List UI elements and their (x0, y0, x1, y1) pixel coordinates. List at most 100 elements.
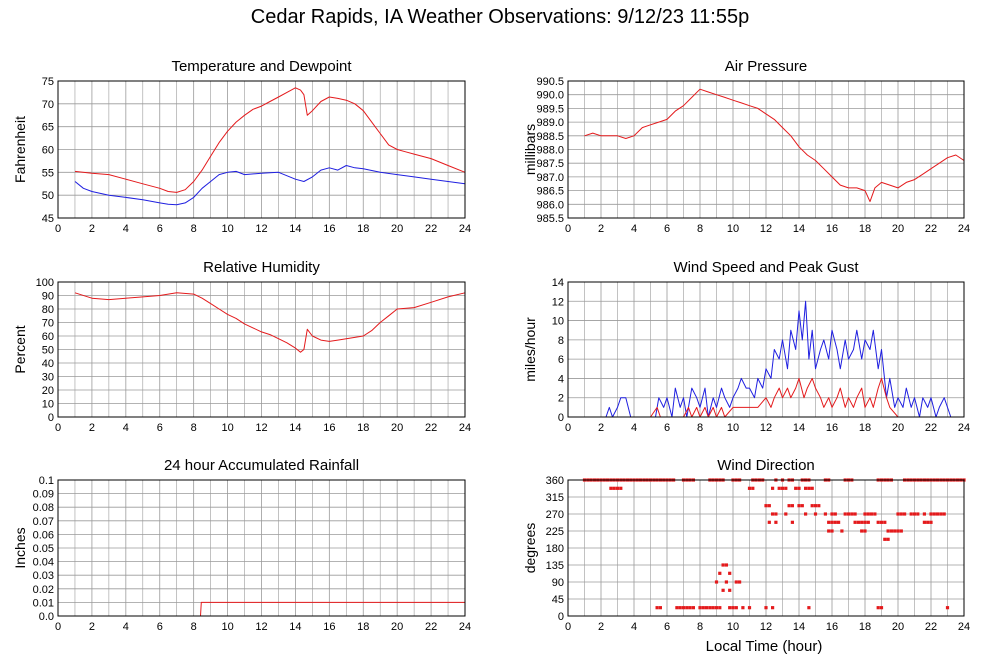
data-point (774, 512, 778, 516)
data-point (804, 512, 808, 516)
data-point (863, 512, 867, 516)
y-axis-label: degrees (522, 523, 538, 574)
data-point (833, 512, 837, 516)
x-tick-label: 2 (598, 621, 604, 633)
y-tick-label: 0.08 (33, 502, 54, 514)
x-tick-label: 20 (892, 223, 904, 235)
data-point (896, 529, 900, 533)
data-point (718, 606, 722, 610)
data-point (705, 606, 709, 610)
x-tick-label: 4 (123, 223, 129, 235)
y-axis-label: Inches (12, 527, 28, 568)
x-tick-label: 0 (55, 422, 61, 434)
x-tick-label: 10 (221, 422, 233, 434)
plot-frame (567, 80, 965, 219)
x-tick-label: 10 (727, 223, 739, 235)
y-tick-label: 70 (42, 99, 54, 111)
data-point (912, 512, 917, 516)
x-tick-label: 22 (425, 223, 437, 235)
x-tick-label: 24 (459, 223, 471, 235)
x-tick-label: 8 (697, 422, 703, 434)
y-tick-label: 0.0 (39, 611, 54, 623)
y-tick-label: 6 (558, 354, 564, 366)
y-tick-label: 989.0 (536, 117, 564, 129)
y-tick-label: 989.5 (536, 103, 564, 115)
y-tick-label: 0.07 (33, 516, 54, 528)
data-point (741, 606, 745, 610)
x-tick-label: 18 (357, 422, 369, 434)
y-tick-label: 45 (42, 213, 54, 225)
y-tick-label: 0 (48, 412, 54, 424)
y-tick-label: 985.5 (536, 213, 564, 225)
data-point (879, 606, 884, 610)
y-tick-label: 70 (42, 318, 54, 330)
x-tick-label: 2 (89, 223, 95, 235)
data-point (724, 580, 728, 584)
chart-title: Relative Humidity (203, 259, 320, 276)
x-tick-label: 18 (357, 621, 369, 633)
data-point (883, 520, 887, 524)
series-line-red (584, 377, 964, 418)
data-point (728, 588, 732, 592)
plot-frame (57, 80, 466, 219)
data-point (734, 580, 738, 584)
y-tick-label: 360 (546, 475, 564, 487)
x-tick-label: 8 (191, 223, 197, 235)
x-tick-label: 10 (221, 621, 233, 633)
y-tick-label: 60 (42, 145, 54, 157)
y-tick-label: 0 (558, 412, 564, 424)
y-tick-label: 55 (42, 167, 54, 179)
x-tick-label: 18 (859, 223, 871, 235)
data-point (840, 529, 844, 533)
y-tick-label: 100 (36, 277, 54, 289)
data-point (813, 512, 818, 516)
x-tick-label: 0 (55, 223, 61, 235)
data-point (797, 486, 801, 490)
x-tick-label: 22 (925, 621, 937, 633)
data-point (708, 606, 712, 610)
data-point (817, 504, 821, 508)
y-tick-label: 0.04 (33, 557, 54, 569)
data-point (747, 606, 752, 610)
x-tick-label: 24 (958, 621, 970, 633)
y-tick-label: 30 (42, 372, 54, 384)
x-tick-label: 20 (391, 223, 403, 235)
y-tick-label: 50 (42, 190, 54, 202)
data-point (797, 504, 801, 508)
y-tick-label: 20 (42, 385, 54, 397)
y-tick-label: 12 (552, 296, 564, 308)
data-point (678, 606, 682, 610)
x-tick-label: 12 (760, 621, 772, 633)
chart-rain: 24 hour Accumulated Rainfall Inches 0.0 0.0… (12, 457, 471, 633)
data-point (807, 486, 811, 490)
y-tick-label: 50 (42, 345, 54, 357)
data-point (866, 520, 870, 524)
data-point (701, 606, 705, 610)
y-tick-label: 0.05 (33, 543, 54, 555)
data-point (612, 486, 616, 490)
data-point (721, 588, 725, 592)
data-point (813, 504, 818, 508)
data-point (728, 606, 732, 610)
y-tick-label: 988.0 (536, 145, 564, 157)
y-tick-label: 986.5 (536, 186, 564, 198)
chart-title: Wind Direction (717, 457, 815, 474)
y-tick-label: 40 (42, 358, 54, 370)
y-tick-label: 180 (546, 543, 564, 555)
data-point (724, 563, 728, 567)
x-tick-label: 0 (565, 422, 571, 434)
data-point (860, 520, 864, 524)
data-point (810, 504, 814, 508)
data-point (771, 606, 775, 610)
data-point (685, 606, 689, 610)
data-point (804, 486, 808, 490)
data-point (784, 512, 788, 516)
plot-frame (567, 479, 965, 617)
data-point (932, 512, 936, 516)
data-point (711, 606, 715, 610)
y-tick-label: 60 (42, 331, 54, 343)
data-point (747, 486, 752, 490)
